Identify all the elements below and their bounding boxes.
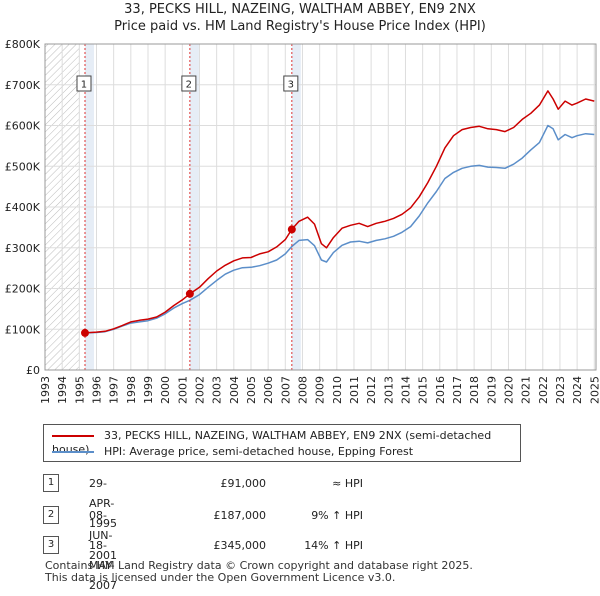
legend-swatch-hpi (52, 451, 94, 453)
x-tick-label: 2003 (211, 376, 224, 404)
transaction-number: 3 (43, 536, 59, 554)
license-line: This data is licensed under the Open Gov… (45, 571, 396, 584)
x-tick-label: 2016 (434, 376, 447, 404)
x-tick-label: 2017 (451, 376, 464, 404)
plot-frame (44, 43, 597, 371)
y-tick-label: £400K (5, 201, 41, 214)
x-tick-label: 1994 (56, 376, 69, 404)
x-tick-label: 2014 (399, 376, 412, 404)
transaction-date: 18-MAY-2007 (89, 539, 117, 592)
sale-label: 2 (186, 80, 192, 91)
sale-point (185, 289, 194, 298)
x-tick-label: 2019 (485, 376, 498, 404)
x-tick-label: 2010 (331, 376, 344, 404)
attribution-line: Contains HM Land Registry data © Crown c… (45, 559, 473, 572)
x-tick-label: 2012 (365, 376, 378, 404)
x-tick-label: 2001 (176, 376, 189, 404)
transaction-price: £187,000 (213, 509, 267, 522)
sale-point (287, 225, 296, 234)
sale-point (80, 328, 89, 337)
transaction-date: 29-APR-1995 (89, 477, 117, 530)
x-tick-label: 2005 (245, 376, 258, 404)
x-tick-label: 2007 (279, 376, 292, 404)
legend-swatch-property (52, 435, 94, 437)
x-tick-label: 1998 (125, 376, 138, 404)
chart-subtitle: Price paid vs. HM Land Registry's House … (114, 19, 486, 34)
y-tick-label: £0 (26, 364, 40, 377)
transaction-price: £345,000 (213, 539, 267, 552)
legend-label-hpi: HPI: Average price, semi-detached house,… (104, 445, 414, 458)
x-tick-label: 1999 (142, 376, 155, 404)
x-tick-label: 2015 (417, 376, 430, 404)
transaction-hpi-compare: 14% ↑ HPI (304, 539, 363, 552)
chart-legend: 33, PECKS HILL, NAZEING, WALTHAM ABBEY, … (43, 424, 521, 462)
y-tick-label: £300K (5, 242, 41, 255)
x-tick-label: 1997 (108, 376, 121, 404)
x-tick-label: 1993 (39, 376, 52, 404)
x-tick-label: 2020 (502, 376, 515, 404)
x-tick-label: 2023 (554, 376, 567, 404)
sale-label-box (283, 75, 299, 92)
transaction-price: £91,000 (220, 477, 267, 490)
x-tick-label: 2011 (348, 376, 361, 404)
price-chart: 1 2 3 £0 £100K £200K £300K £400K £500K £600K £700… (5, 38, 600, 404)
hpi-line (84, 124, 595, 334)
x-tick-label: 2000 (159, 376, 172, 404)
transaction-hpi-compare: ≈ HPI (332, 477, 363, 490)
y-tick-label: £500K (5, 160, 41, 173)
chart-title: 33, PECKS HILL, NAZEING, WALTHAM ABBEY, … (124, 2, 476, 17)
y-tick-label: £200K (5, 283, 41, 296)
y-tick-label: £600K (5, 120, 41, 133)
sale-label: 3 (288, 80, 294, 91)
sale-label: 1 (81, 80, 87, 91)
x-tick-label: 2013 (382, 376, 395, 404)
sale-label-box (181, 75, 197, 92)
x-tick-label: 2018 (468, 376, 481, 404)
sale-label-box (76, 75, 92, 92)
x-tick-label: 2006 (262, 376, 275, 404)
x-tick-label: 2022 (537, 376, 550, 404)
x-tick-label: 2002 (193, 376, 206, 404)
x-tick-label: 2004 (228, 376, 241, 404)
x-tick-label: 1995 (73, 376, 86, 404)
y-tick-label: £700K (5, 79, 41, 92)
legend-item-property: 33, PECKS HILL, NAZEING, WALTHAM ABBEY, … (52, 429, 520, 456)
transaction-date: 08-JUN-2001 (89, 509, 117, 562)
x-tick-label: 2008 (296, 376, 309, 404)
y-tick-label: £800K (5, 38, 41, 51)
attribution-footer: Contains HM Land Registry data © Crown c… (45, 560, 473, 584)
x-tick-label: 2021 (520, 376, 533, 404)
x-tick-label: 2025 (588, 376, 600, 404)
transaction-number: 2 (43, 506, 59, 524)
property-price-line (84, 90, 595, 334)
transaction-hpi-compare: 9% ↑ HPI (311, 509, 363, 522)
x-tick-label: 2024 (571, 376, 584, 404)
y-tick-label: £100K (5, 323, 41, 336)
x-tick-label: 1996 (90, 376, 103, 404)
transaction-number: 1 (43, 474, 59, 492)
legend-item-hpi: HPI: Average price, semi-detached house,… (52, 445, 413, 459)
x-tick-label: 2009 (314, 376, 327, 404)
